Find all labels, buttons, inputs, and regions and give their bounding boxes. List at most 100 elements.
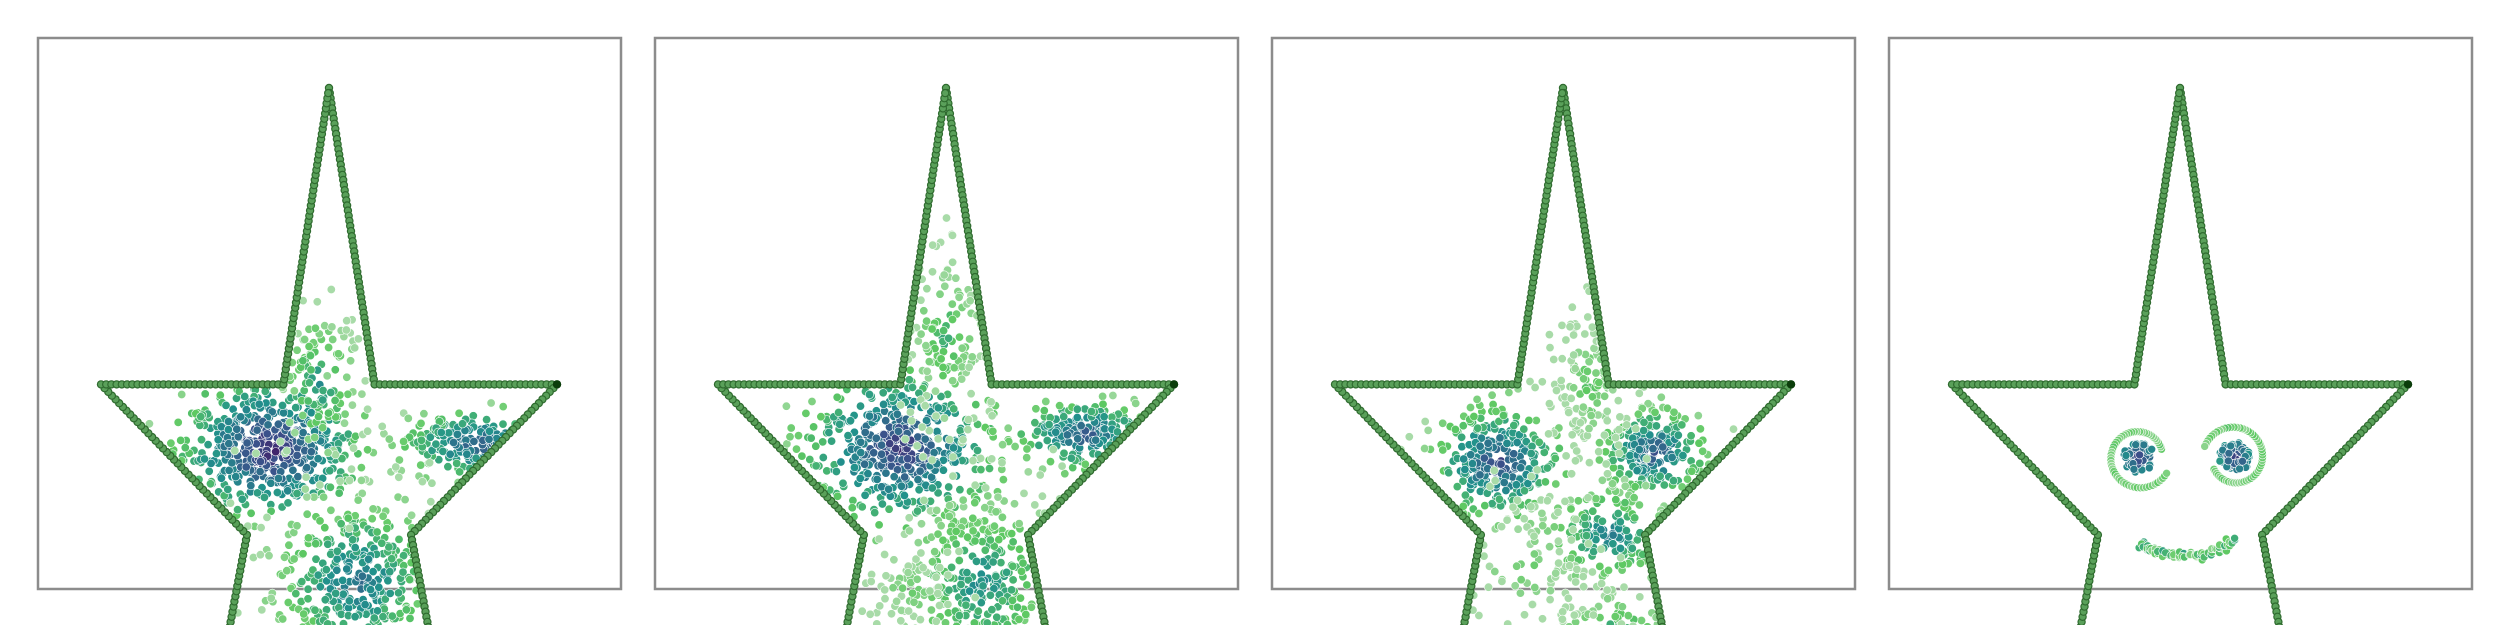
data-point <box>927 455 937 465</box>
data-point <box>1016 566 1026 576</box>
data-point <box>1669 407 1679 417</box>
data-point <box>320 595 330 605</box>
data-point <box>1591 368 1601 378</box>
data-point <box>1578 402 1588 412</box>
data-point <box>932 505 942 515</box>
data-point <box>1041 396 1051 406</box>
data-point <box>886 453 896 463</box>
data-point <box>971 556 981 566</box>
data-point <box>1648 444 1658 454</box>
data-point <box>1616 553 1626 563</box>
data-point <box>967 352 977 362</box>
data-point <box>834 407 844 417</box>
data-point <box>385 567 395 577</box>
data-point <box>843 431 853 441</box>
data-point <box>452 458 462 468</box>
data-point <box>785 432 795 442</box>
data-point <box>1583 312 1593 322</box>
data-point <box>1015 593 1025 603</box>
data-point <box>1572 446 1582 456</box>
data-point <box>1512 561 1522 571</box>
data-point <box>1655 471 1665 481</box>
data-point <box>939 270 949 280</box>
data-point <box>1614 440 1624 450</box>
data-point <box>976 453 986 463</box>
data-point <box>1457 432 1467 442</box>
panel-1 <box>36 36 623 625</box>
data-point <box>921 341 931 351</box>
data-point <box>985 535 995 545</box>
data-point <box>1582 366 1592 376</box>
data-point <box>1567 430 1577 440</box>
data-point <box>916 329 926 339</box>
data-point <box>1072 412 1082 422</box>
data-point <box>1673 430 1683 440</box>
data-point <box>1686 431 1696 441</box>
data-point <box>1613 396 1623 406</box>
data-point <box>223 484 233 494</box>
data-point <box>1695 424 1705 434</box>
data-point <box>1512 437 1522 447</box>
data-point <box>1586 410 1596 420</box>
data-point <box>1538 614 1548 624</box>
data-point <box>1513 524 1523 534</box>
data-point <box>1509 420 1519 430</box>
data-point <box>312 297 322 307</box>
data-point <box>1119 416 1129 426</box>
data-point <box>981 483 991 493</box>
data-point <box>400 495 410 505</box>
data-point <box>315 480 325 490</box>
data-point <box>1003 423 1013 433</box>
data-point <box>1608 530 1618 540</box>
data-point <box>1601 459 1611 469</box>
data-point <box>1002 567 1012 577</box>
data-point <box>1540 477 1550 487</box>
data-point <box>903 454 913 464</box>
data-point <box>912 441 922 451</box>
data-point <box>847 503 857 513</box>
data-point <box>339 619 348 625</box>
data-point <box>353 334 363 344</box>
data-point <box>801 408 811 418</box>
data-point <box>941 213 951 223</box>
data-point <box>822 466 832 476</box>
data-point <box>811 461 821 471</box>
data-point <box>1513 495 1523 505</box>
data-point <box>1073 434 1083 444</box>
data-point <box>968 513 978 523</box>
data-point <box>1475 470 1485 480</box>
data-point <box>849 462 859 472</box>
data-point <box>857 502 867 512</box>
data-point <box>1687 466 1697 476</box>
data-point <box>1584 424 1594 434</box>
data-point <box>405 575 415 585</box>
data-point <box>880 585 890 595</box>
data-point <box>255 457 265 467</box>
data-point <box>924 357 934 367</box>
data-point <box>827 436 837 446</box>
data-point <box>233 432 243 442</box>
data-point <box>1487 390 1497 400</box>
data-point <box>945 501 955 511</box>
data-point <box>1634 388 1644 398</box>
data-point <box>387 554 397 564</box>
data-point <box>1537 508 1547 518</box>
data-point <box>874 520 884 530</box>
data-point <box>1620 498 1630 508</box>
data-point <box>1022 444 1032 454</box>
data-point <box>377 421 387 431</box>
data-point <box>342 564 352 574</box>
data-point <box>878 388 888 398</box>
data-point <box>970 480 980 490</box>
data-point <box>909 597 919 607</box>
data-point <box>357 571 367 581</box>
data-point <box>1022 580 1032 590</box>
data-point <box>1566 393 1576 403</box>
data-point <box>934 600 944 610</box>
data-point <box>912 574 922 584</box>
data-point <box>1509 449 1519 459</box>
data-point <box>391 462 401 472</box>
data-point <box>363 554 373 564</box>
data-point <box>339 418 349 428</box>
data-point <box>419 409 429 419</box>
